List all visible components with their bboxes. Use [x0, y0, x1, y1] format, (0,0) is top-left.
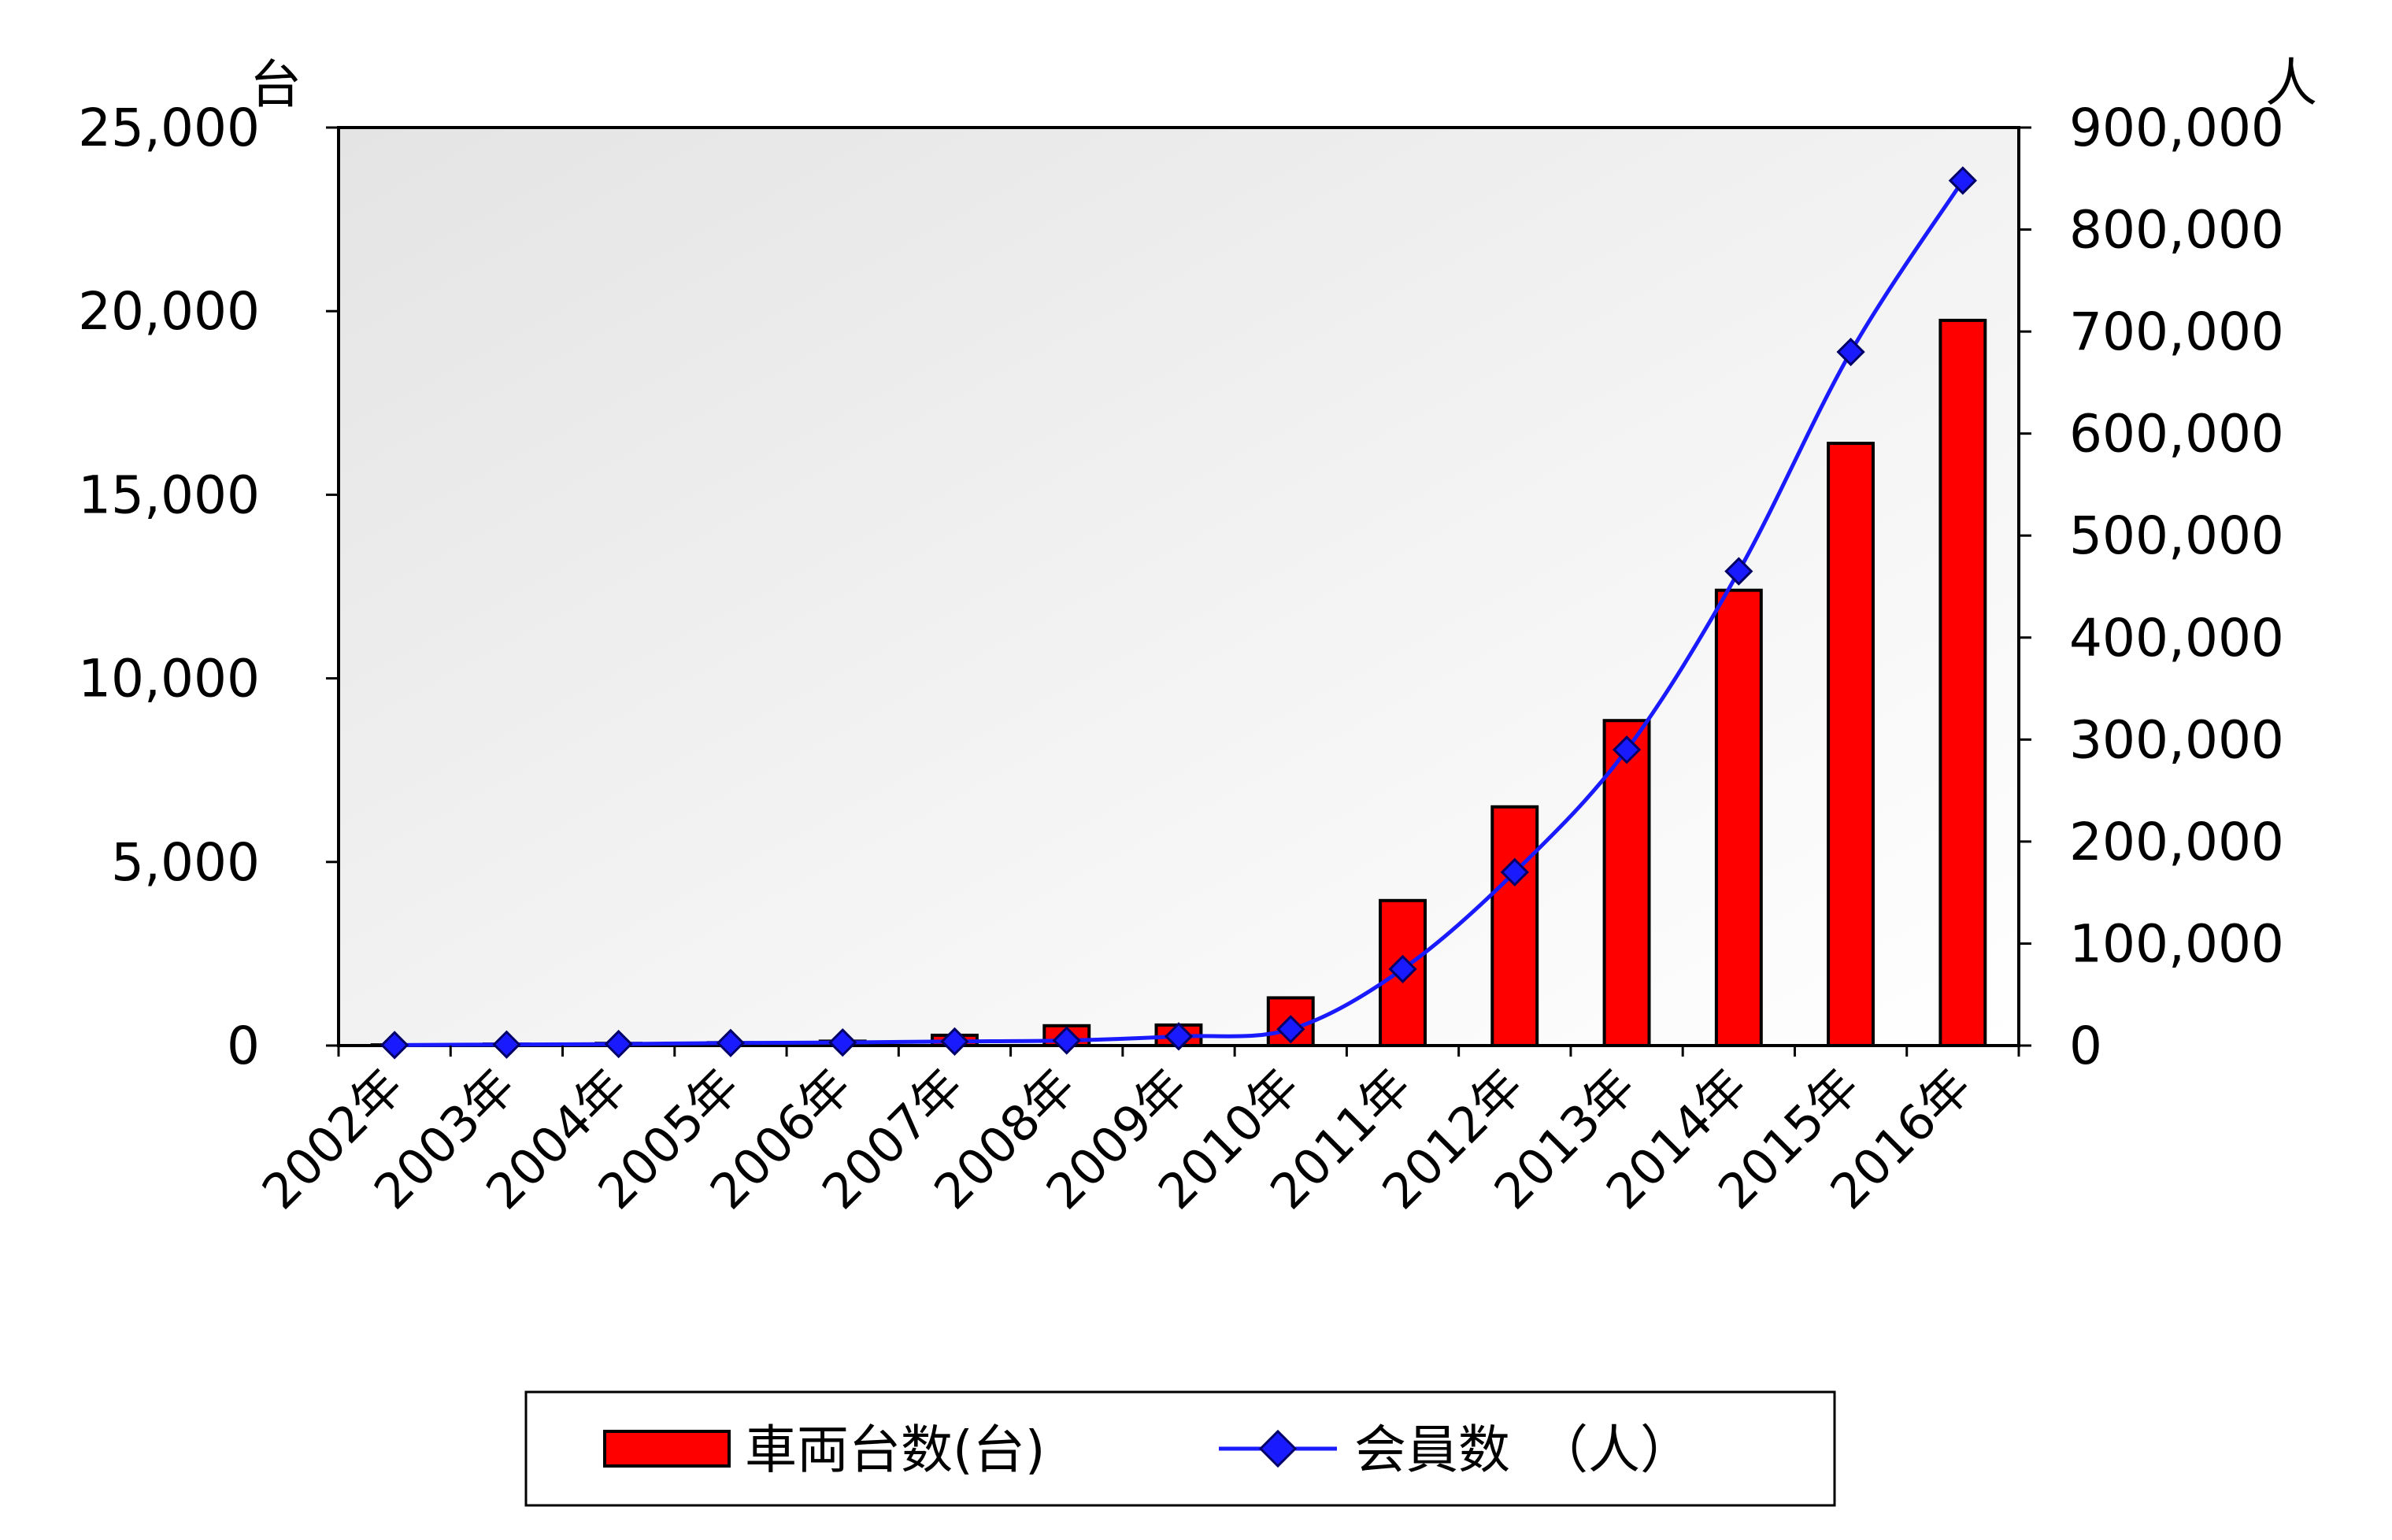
members-point-2003年 — [492, 1030, 521, 1059]
line-series — [380, 166, 1977, 1060]
left-tick-label: 25,000 — [78, 98, 260, 158]
left-tick-label: 15,000 — [78, 465, 260, 525]
legend-box — [524, 1390, 1836, 1507]
left-axis: 0 5,000 10,000 15,000 20,000 25,000 — [78, 98, 339, 1076]
x-axis: 2002年2003年2004年2005年2006年2007年2008年2009年… — [251, 1046, 2020, 1220]
members-point-2007年 — [940, 1027, 969, 1056]
right-tick-label: 200,000 — [2069, 812, 2284, 872]
plot-area — [337, 126, 2020, 1047]
legend: 車両台数(台) 会員数 （人） — [524, 1390, 1836, 1507]
right-tick-label: 900,000 — [2069, 98, 2284, 158]
right-tick-label: 800,000 — [2069, 200, 2284, 261]
right-tick-label: 500,000 — [2069, 505, 2284, 566]
right-tick-label: 0 — [2069, 1016, 2102, 1076]
right-tick-label: 100,000 — [2069, 913, 2284, 974]
left-axis-unit: 台 — [250, 54, 302, 115]
right-axis-unit: 人 — [2265, 53, 2317, 113]
legend-marker-members — [1258, 1429, 1298, 1468]
bar-2014年 — [1714, 588, 1763, 1047]
bar-2012年 — [1490, 805, 1539, 1048]
bar-2016年 — [1938, 318, 1987, 1047]
members-point-2010年 — [1276, 1015, 1305, 1044]
right-tick-label: 600,000 — [2069, 404, 2284, 465]
legend-label-members: 会員数 （人） — [1354, 1420, 1692, 1480]
members-point-2008年 — [1052, 1026, 1081, 1055]
legend-swatch-bars — [603, 1430, 731, 1468]
members-point-2014年 — [1724, 557, 1753, 586]
members-point-2002年 — [380, 1031, 409, 1060]
members-point-2006年 — [828, 1027, 857, 1057]
members-line — [394, 180, 1964, 1047]
right-tick-label: 400,000 — [2069, 608, 2284, 668]
bar-2013年 — [1602, 719, 1651, 1047]
right-tick-label: 700,000 — [2069, 302, 2284, 362]
right-tick-label: 300,000 — [2069, 709, 2284, 770]
members-point-2004年 — [604, 1029, 633, 1059]
members-point-2011年 — [1388, 954, 1417, 983]
members-point-2013年 — [1612, 735, 1642, 764]
left-tick-label: 0 — [227, 1016, 260, 1076]
members-point-2016年 — [1948, 166, 1977, 195]
left-tick-label: 20,000 — [78, 281, 260, 342]
left-tick-label: 10,000 — [78, 649, 260, 709]
members-point-2009年 — [1164, 1022, 1194, 1051]
members-point-2005年 — [716, 1028, 746, 1057]
right-axis: 0 100,000 200,000 300,000 400,000 500,000 600,… — [2019, 98, 2284, 1076]
legend-label-bars: 車両台数(台) — [745, 1420, 1046, 1480]
members-point-2015年 — [1836, 337, 1865, 367]
members-point-2012年 — [1500, 857, 1529, 887]
left-tick-label: 5,000 — [111, 832, 260, 893]
bar-2015年 — [1827, 442, 1875, 1047]
